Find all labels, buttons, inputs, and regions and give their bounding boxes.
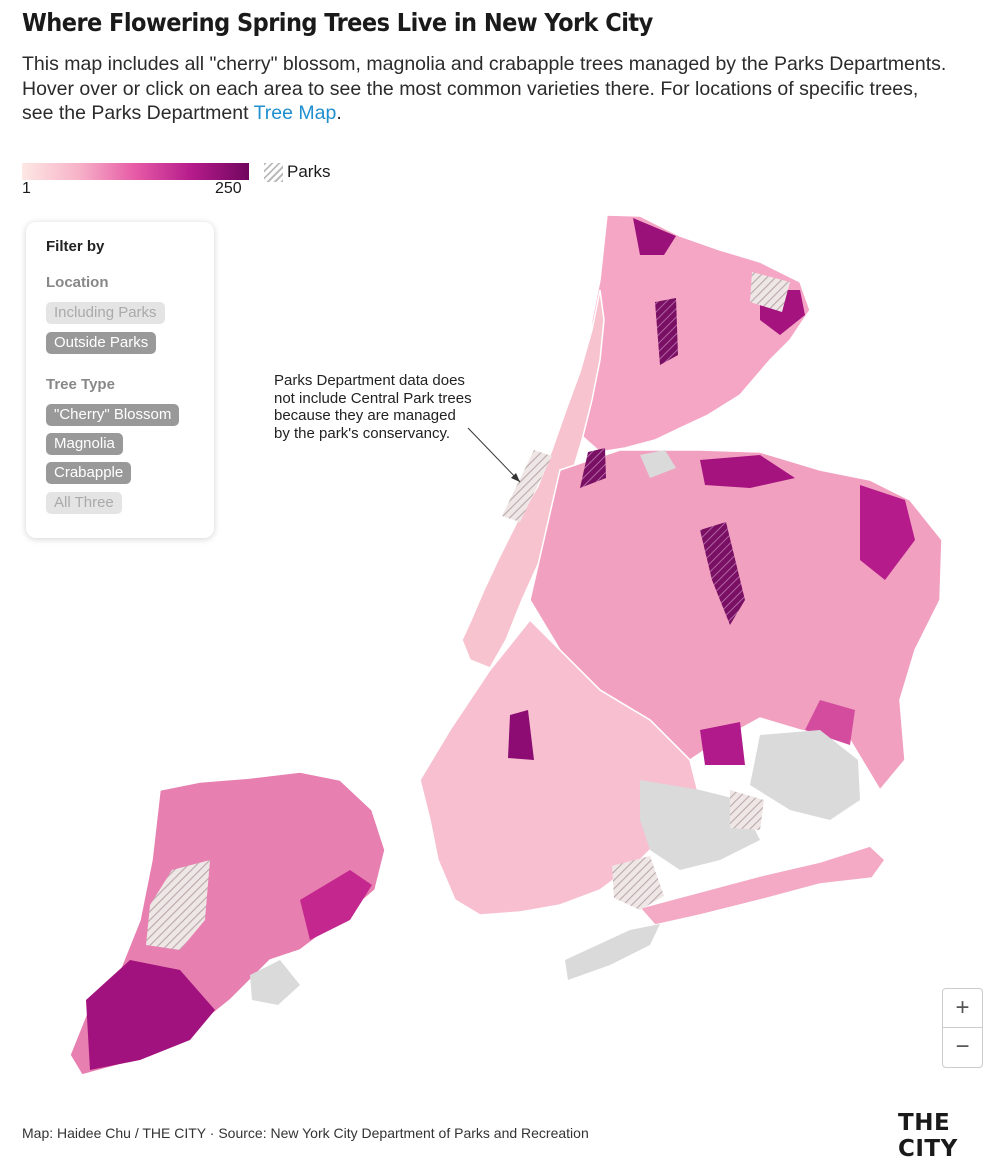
filter-including-parks[interactable]: Including Parks <box>46 302 165 324</box>
queens-flushing-meadows-park <box>700 522 745 625</box>
intro-end: . <box>336 102 342 124</box>
intro-text: This map includes all "cherry" blossom, … <box>22 53 947 124</box>
staten-east-hotspot <box>300 870 372 940</box>
staten-greenbelt-park <box>146 860 210 950</box>
filter-cherry-blossom[interactable]: "Cherry" Blossom <box>46 404 180 426</box>
queens-north-hotspot <box>700 455 795 488</box>
rikers-island <box>640 450 676 478</box>
location-label: Location <box>46 274 109 291</box>
brooklyn-borough[interactable] <box>419 618 701 916</box>
zoom-in-button[interactable]: + <box>943 989 982 1028</box>
zoom-out-button[interactable]: − <box>955 1033 970 1060</box>
map-title: Where Flowering Spring Trees Live in New… <box>22 8 653 37</box>
filter-crabapple[interactable]: Crabapple <box>46 462 132 484</box>
tree-map-link[interactable]: Tree Map <box>253 102 337 124</box>
bronx-borough[interactable] <box>577 214 811 453</box>
annotation-arrow-line <box>467 427 521 483</box>
central-park <box>502 450 552 522</box>
parks-hatch-swatch <box>264 163 283 182</box>
queens-southeast-hotspot <box>700 722 745 765</box>
filter-magnolia[interactable]: Magnolia <box>46 433 123 455</box>
zoom-controls: + − <box>942 988 983 1068</box>
brooklyn-prospect-hotspot <box>508 710 534 760</box>
manhattan-inwood-hotspot <box>580 448 606 488</box>
marine-park <box>612 856 664 910</box>
legend-max-label: 250 <box>215 180 242 197</box>
legend-min-label: 1 <box>22 180 31 197</box>
source-credit: Map: Haidee Chu / THE CITY · Source: New… <box>22 1125 589 1141</box>
filter-outside-parks[interactable]: Outside Parks <box>46 332 157 354</box>
the-city-logo: THE CITY <box>898 1110 958 1162</box>
legend-parks-label: Parks <box>287 162 331 181</box>
pelham-bay-park <box>750 272 790 312</box>
jfk-airport-area <box>750 730 860 820</box>
bronx-van-cortlandt-park <box>655 298 678 365</box>
tree-type-label: Tree Type <box>46 376 115 393</box>
queens-northeast-hotspot <box>860 485 915 580</box>
filter-all-three[interactable]: All Three <box>46 492 122 514</box>
jamaica-bay-park <box>730 790 764 830</box>
filter-title: Filter by <box>46 238 105 255</box>
manhattan-borough[interactable] <box>461 289 605 669</box>
staten-south-shore-hotspot <box>86 960 215 1070</box>
bronx-northwest-hotspot <box>633 218 676 255</box>
color-scale-legend <box>22 163 249 180</box>
intro-paragraph: This map includes all "cherry" blossom, … <box>22 52 952 126</box>
rockaway-peninsula[interactable] <box>638 845 886 926</box>
filter-panel: Filter by Location Including Parks Outsi… <box>26 222 214 538</box>
breezy-point-area <box>565 924 660 980</box>
fresh-kills-area <box>250 960 300 1005</box>
central-park-annotation: Parks Department data does not include C… <box>274 372 472 442</box>
annotation-arrow-head <box>511 473 520 482</box>
